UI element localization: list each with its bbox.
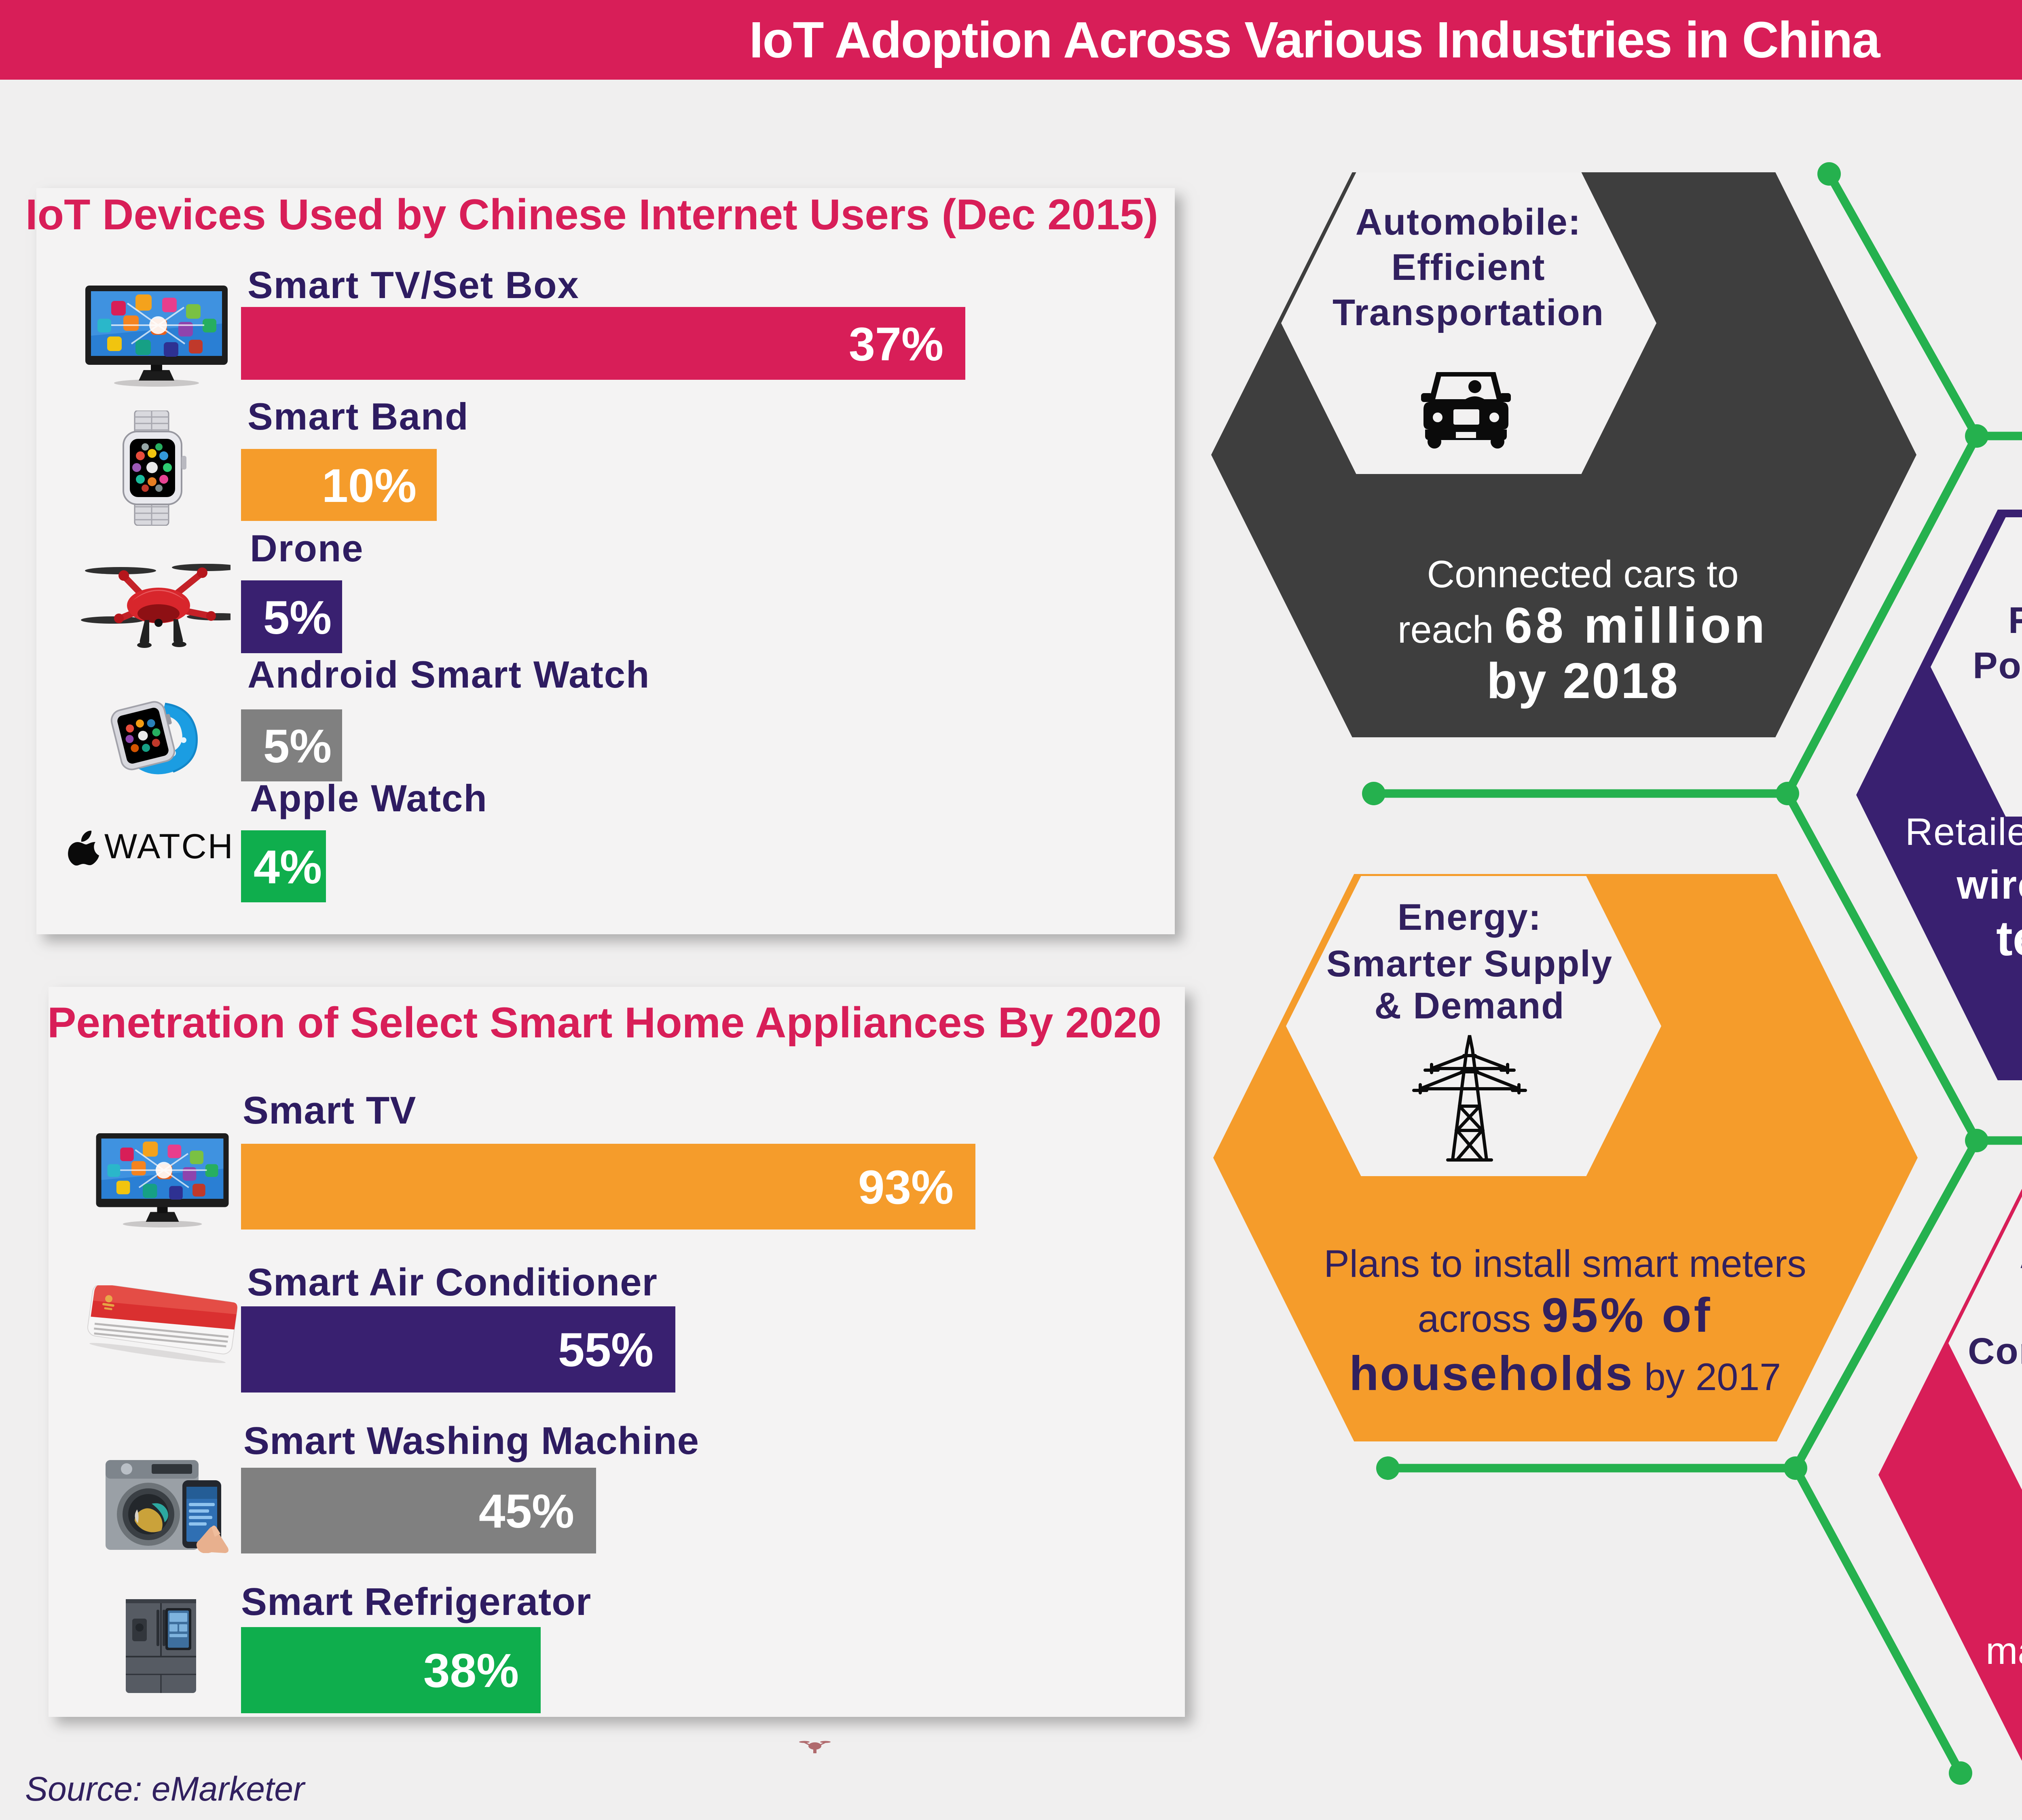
svg-text:WATCH: WATCH — [104, 827, 234, 866]
